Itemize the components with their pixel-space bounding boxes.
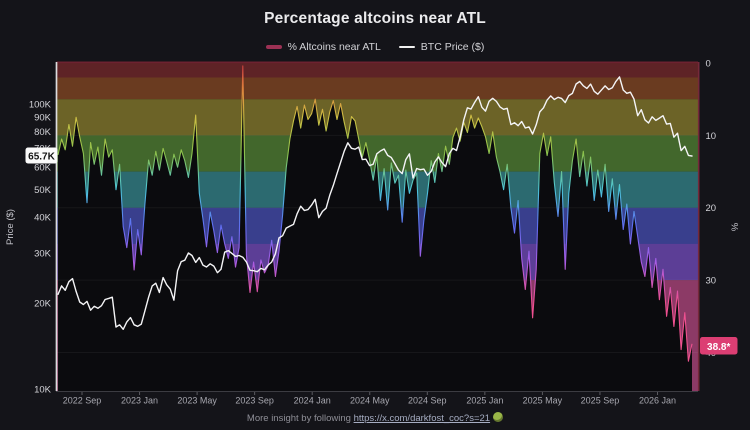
- svg-text:65.7K: 65.7K: [28, 152, 55, 163]
- legend-item-btc: BTC Price ($): [398, 41, 485, 53]
- price-axis-title: Price ($): [5, 209, 16, 245]
- band: [57, 77, 698, 100]
- pct-tick-label: 30: [706, 276, 717, 287]
- svg-text:38.8*: 38.8*: [707, 342, 730, 353]
- price-tick-label: 60K: [34, 163, 52, 174]
- legend-label-btc: BTC Price ($): [420, 41, 485, 53]
- price-tick-label: 50K: [34, 185, 52, 196]
- altcoins-swatch-icon: [265, 45, 282, 49]
- pct-tick-label: 10: [706, 131, 717, 142]
- x-tick-label: 2025 May: [523, 396, 563, 406]
- x-tick-label: 2024 Jan: [294, 396, 331, 406]
- x-tick-label: 2025 Sep: [581, 396, 620, 406]
- price-tick-label: 40K: [34, 213, 52, 224]
- x-tick-label: 2023 May: [177, 396, 217, 406]
- btc-current-value-label: 65.7K: [25, 147, 58, 164]
- price-tick-label: 80K: [34, 127, 52, 138]
- x-tick-label: 2026 Jan: [639, 396, 676, 406]
- price-tick-label: 100K: [29, 99, 52, 110]
- x-tick-label: 2023 Sep: [235, 396, 274, 406]
- legend-item-altcoins: % Altcoins near ATL: [265, 41, 381, 53]
- price-tick-label: 30K: [34, 248, 52, 259]
- btc-swatch-icon: [398, 45, 415, 49]
- altcoins-current-value-label: 38.8*: [700, 337, 738, 355]
- btc-line-path: [57, 76, 693, 330]
- pct-tick-label: 0: [706, 58, 711, 69]
- x-tick-label: 2022 Sep: [63, 396, 102, 406]
- pct-axis-title: %: [730, 222, 741, 231]
- pct-tick-label: 20: [706, 203, 717, 214]
- footer-text: More insight by following: [246, 413, 354, 424]
- footer-link[interactable]: https://x.com/darkfost_coc?s=21: [353, 413, 491, 424]
- legend-label-altcoins: % Altcoins near ATL: [287, 41, 381, 53]
- series-lines: [57, 65, 693, 362]
- price-tick-label: 90K: [34, 112, 52, 123]
- band: [57, 99, 698, 136]
- price-tick-label: 20K: [34, 299, 52, 310]
- x-tick-label: 2023 Jan: [121, 396, 158, 406]
- altcoins-line-path: [57, 65, 693, 362]
- x-tick-label: 2024 May: [350, 396, 390, 406]
- frog-emoji: [493, 412, 504, 422]
- price-tick-label: 10K: [34, 384, 52, 395]
- footer: More insight by following https://x.com/…: [0, 412, 750, 424]
- x-tick-label: 2024 Sep: [408, 396, 447, 406]
- band: [57, 63, 698, 78]
- x-tick-label: 2025 Jan: [466, 396, 503, 406]
- axis-spines: [55, 61, 700, 392]
- legend: % Altcoins near ATL BTC Price ($): [0, 41, 750, 53]
- axis-ticks: 10K20K30K40K50K60K70K80K90K100K010203040…: [29, 58, 716, 405]
- page-title: Percentage altcoins near ATL: [264, 10, 486, 27]
